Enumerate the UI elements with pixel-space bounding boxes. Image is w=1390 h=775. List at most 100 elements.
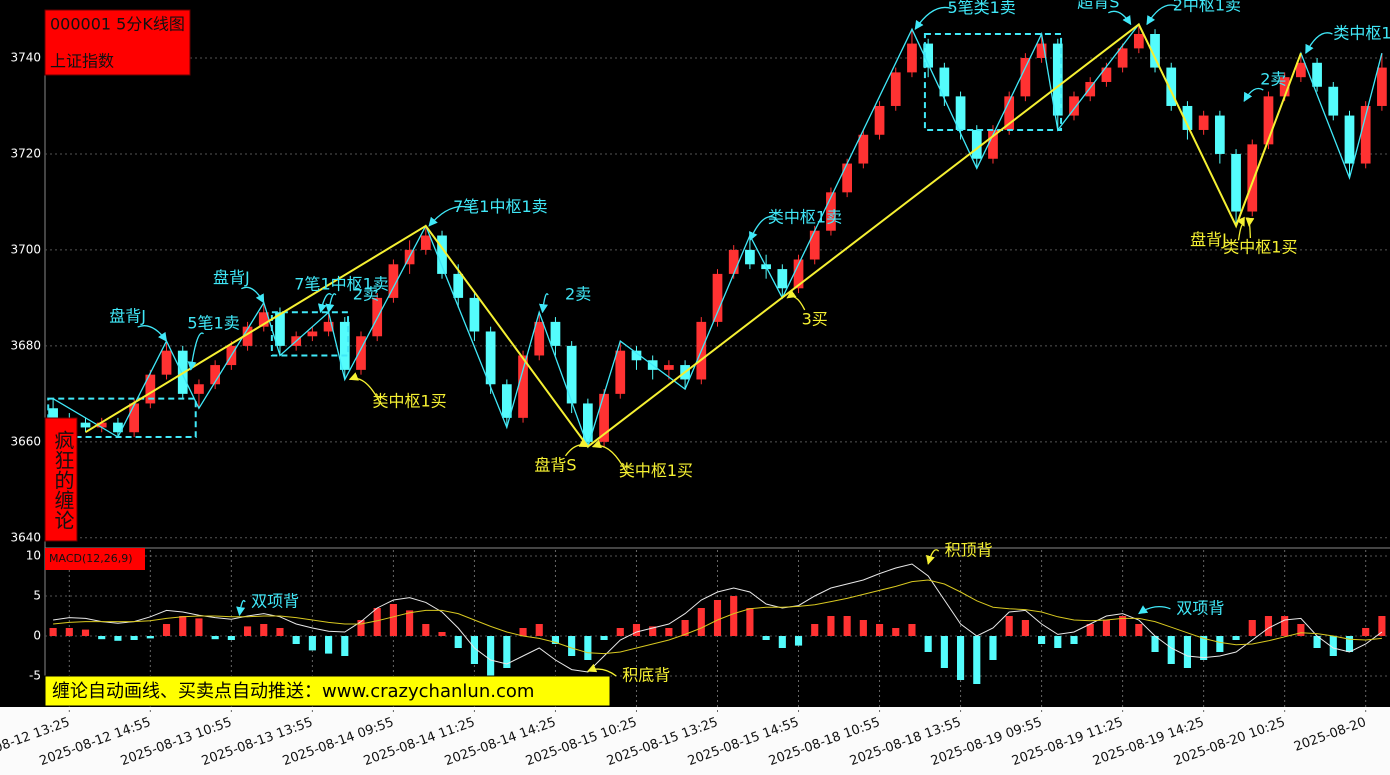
candle-body (728, 249, 739, 274)
candle-body (907, 43, 917, 73)
macd-bar (584, 636, 592, 660)
macd-bar (276, 628, 284, 636)
macd-bar (859, 620, 867, 636)
macd-bar (940, 636, 948, 668)
candle-body (1231, 153, 1241, 212)
macd-bar (438, 632, 446, 636)
macd-bar (843, 616, 851, 636)
annotation-arrow (538, 293, 549, 314)
annotation: 盘背J (1190, 230, 1227, 249)
macd-bar (389, 604, 397, 636)
candle-body (955, 96, 966, 130)
candle-body (96, 422, 107, 428)
annotation-arrow (348, 372, 381, 403)
candle-body (1085, 81, 1096, 97)
macd-bar (730, 596, 738, 636)
candle-body (615, 350, 626, 394)
annotation: 类中枢1卖 (768, 207, 842, 226)
macd-bar (713, 600, 722, 636)
annotation: 类中枢1买 (619, 461, 693, 480)
annotation: 积顶背 (945, 541, 993, 560)
macd-bar (827, 616, 835, 636)
macd-bar (600, 636, 608, 640)
candle-body (323, 321, 334, 332)
pivot-box (923, 32, 1063, 131)
candle-body (1182, 105, 1193, 130)
macd-bar (519, 628, 527, 636)
candle-body (194, 384, 204, 394)
candle-body (1263, 96, 1274, 145)
candle-body (566, 345, 577, 404)
macd-bar (146, 636, 154, 639)
candle-body (1296, 62, 1306, 78)
candle-body (1101, 67, 1112, 82)
annotation-arrow (325, 293, 337, 314)
title-box (44, 9, 191, 76)
macd-bar (487, 636, 495, 676)
macd-bar (632, 624, 641, 636)
candle-body (1198, 115, 1209, 130)
annotation-arrow (587, 663, 617, 677)
annotation-arrow (914, 6, 952, 30)
candle-body (501, 384, 512, 418)
candle-body (210, 365, 221, 385)
macd-bar (292, 636, 300, 644)
annotation: 2卖 (353, 285, 379, 304)
candle-body (1214, 115, 1225, 154)
candle-body (793, 259, 804, 289)
macd-bar (373, 608, 381, 636)
chart-subtitle: 上证指数 (50, 52, 114, 71)
macd-bar (924, 636, 932, 652)
candle-body (469, 297, 480, 332)
macd-bar (681, 620, 689, 636)
candle-body (453, 273, 464, 298)
candle-body (1344, 115, 1355, 164)
candle-body (145, 374, 156, 404)
candle-body (80, 422, 91, 428)
macd-bar (357, 620, 365, 636)
macd-bar (794, 636, 803, 646)
brand: 疯狂的缠论 (51, 430, 75, 530)
y-tick-label: 3740 (10, 50, 41, 64)
annotation: 5笔1卖 (187, 313, 239, 332)
macd-bar (98, 636, 106, 640)
macd-line (53, 579, 1382, 655)
candle-body (307, 331, 318, 337)
annotation: 类中枢1买 (373, 392, 447, 411)
candle-body (583, 403, 593, 442)
macd-bar (1054, 636, 1062, 648)
macd-bar (503, 636, 511, 668)
macd-bar (1005, 616, 1013, 636)
candle-body (1117, 48, 1128, 68)
annotation-arrow (749, 216, 776, 242)
macd-bar (892, 628, 900, 636)
macd-bar (1086, 624, 1094, 636)
macd-tick-label: 10 (26, 549, 41, 563)
candle-body (1036, 43, 1047, 58)
macd-bar (308, 636, 316, 651)
indicator-label: MACD(12,26,9) (49, 552, 133, 565)
macd-bar (762, 636, 770, 640)
candle-body (1247, 144, 1258, 212)
candle-body (971, 129, 982, 159)
macd-bar (1232, 636, 1240, 640)
annotation: 类中枢1 (1333, 23, 1390, 42)
candle-body (842, 163, 852, 193)
macd-tick-label: 5 (33, 589, 41, 603)
footer: 缠论自动画线、买卖点自动推送：www.crazychanlun.com (52, 681, 534, 702)
annotation-arrow (1305, 32, 1333, 54)
annotation: 2卖 (565, 285, 591, 304)
candle-body (388, 264, 399, 298)
macd-bar (1038, 636, 1046, 644)
macd-bar (649, 626, 657, 636)
annotation-arrow (236, 599, 246, 617)
macd-bar (1200, 636, 1208, 660)
candle-body (631, 350, 642, 361)
macd-bar (1248, 620, 1256, 636)
macd-bar (551, 636, 560, 644)
annotation-arrow (317, 293, 333, 314)
candle-body (874, 105, 885, 135)
annotation-arrow (1243, 87, 1264, 102)
annotation: 盘背J (109, 307, 146, 326)
candle-body (826, 192, 836, 231)
